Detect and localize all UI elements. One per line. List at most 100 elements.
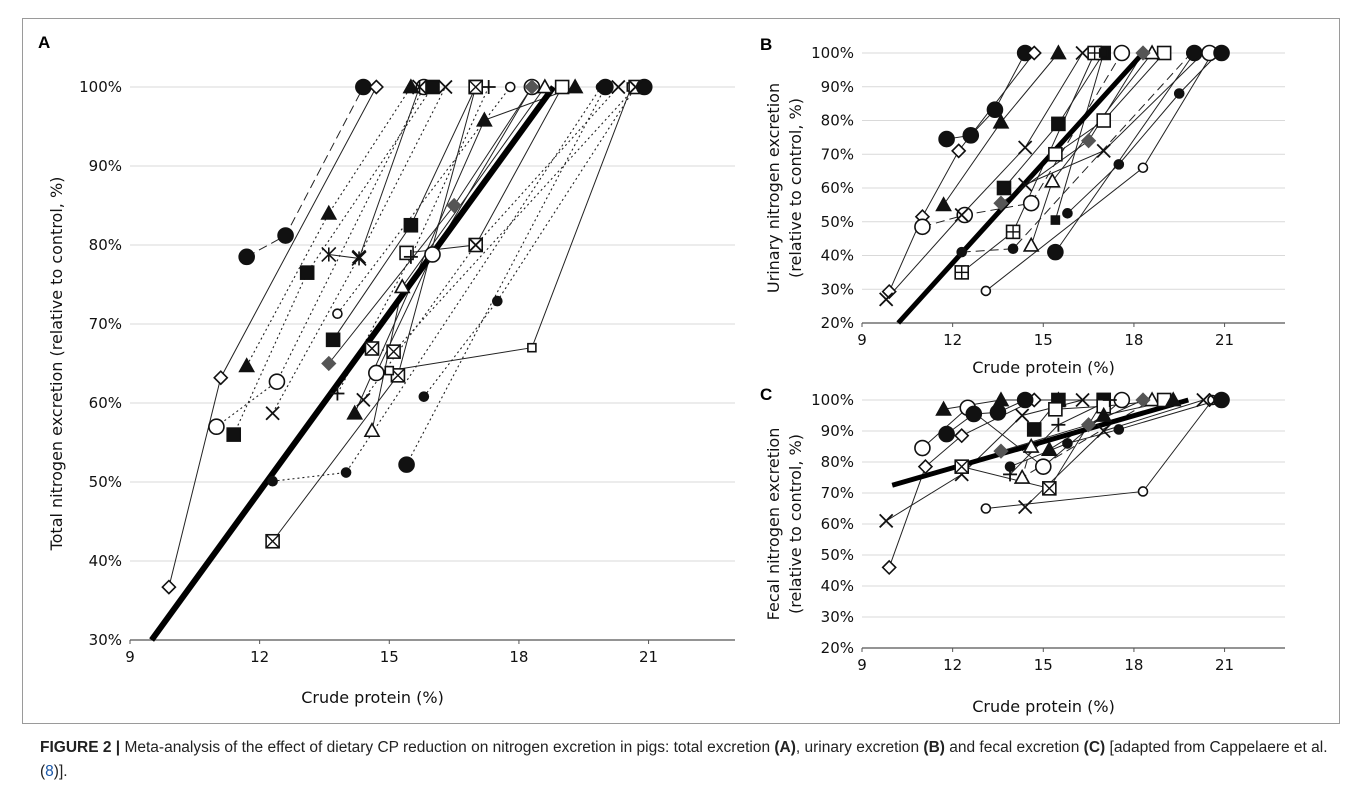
panel-b-series-13-point-1 bbox=[1005, 224, 1021, 240]
panel-c-series-5-point-1 bbox=[1042, 481, 1057, 496]
panel-c-series-0-point-0 bbox=[881, 559, 897, 576]
panel-c-y-axis-label-line-0: Fecal nitrogen excretion bbox=[764, 428, 783, 621]
panel-a-series-15-point-1 bbox=[597, 78, 614, 96]
panel-a-series-13-point-2 bbox=[566, 78, 584, 94]
panel-a-series-5-point-2-stroke-2 bbox=[438, 79, 453, 95]
panel-a-series-2-point-0 bbox=[208, 418, 225, 436]
panel-c-series-2-point-0 bbox=[914, 439, 931, 457]
panel-c-y-tick-label-2: 40% bbox=[821, 577, 854, 595]
panel-a-y-axis-label: Total nitrogen excretion (relative to co… bbox=[47, 177, 66, 552]
panel-b-series-1-point-2 bbox=[951, 143, 967, 159]
panel-b-series-14-point-0 bbox=[1018, 177, 1033, 192]
panel-a-x-tick-label-4: 21 bbox=[639, 648, 658, 666]
panel-c-series-11-point-0-box bbox=[1048, 401, 1063, 417]
panel-a-series-20-point-1-stroke-2 bbox=[386, 344, 401, 359]
panel-b-x-tick-label-2: 15 bbox=[1034, 331, 1053, 349]
panel-c-y-tick-label-7: 90% bbox=[821, 422, 854, 440]
panel-c-series-8-point-1 bbox=[1096, 423, 1111, 439]
panel-a-y-tick-label-6: 90% bbox=[89, 157, 122, 175]
panel-b-series-5-point-1 bbox=[1051, 116, 1066, 132]
panel-c-series-7-point-1 bbox=[1137, 486, 1149, 497]
panel-c-series-5-point-1-stroke-2 bbox=[1042, 481, 1057, 496]
panel-a-series-10-point-0 bbox=[368, 364, 385, 382]
panel-c-x-tick-label-3: 18 bbox=[1124, 656, 1143, 674]
panel-c-x-tick-label-1: 12 bbox=[943, 656, 962, 674]
panel-a-series-18-point-0 bbox=[356, 392, 371, 407]
panel-b-series-10-point-1 bbox=[1186, 44, 1203, 62]
panel-a-series-17-point-1-box bbox=[527, 342, 537, 353]
panel-a-series-1-line bbox=[168, 86, 377, 588]
panel-b-series-6-point-1 bbox=[1096, 113, 1112, 128]
panel-c-x-tick-label-0: 9 bbox=[857, 656, 867, 674]
panel-b-series-6-point-2 bbox=[1156, 45, 1172, 61]
panel-a-series-9-point-1 bbox=[393, 278, 411, 294]
panel-b-series-15-point-1-box bbox=[1098, 48, 1109, 58]
panel-b-series-15-line bbox=[1054, 52, 1105, 221]
panel-b-x-tick-label-4: 21 bbox=[1215, 331, 1234, 349]
panel-a-series-17-point-0 bbox=[384, 365, 395, 376]
panel-a-series-18-point-1 bbox=[468, 237, 483, 253]
panel-a-series-11-point-0-stroke-2 bbox=[265, 534, 280, 549]
panel-a-series-4-point-0 bbox=[238, 357, 256, 373]
panel-c-y-tick-label-1: 30% bbox=[821, 608, 854, 626]
panel-b-series-3-point-0 bbox=[935, 196, 952, 212]
panel-a-series-5-line bbox=[272, 86, 446, 414]
panel-b-series-4-point-1 bbox=[954, 207, 969, 223]
panel-b-series-7-point-0 bbox=[1022, 236, 1040, 252]
panel-b-series-13-point-0 bbox=[954, 265, 970, 280]
panel-b-series-1-point-3 bbox=[1026, 45, 1042, 61]
panel-b-series-15-point-1 bbox=[1098, 48, 1109, 58]
panel-a-series-20-point-1 bbox=[386, 344, 401, 359]
panel-a-series-1-point-2 bbox=[368, 79, 384, 95]
panel-a-series-7-point-0 bbox=[325, 332, 341, 348]
panel-a-series-14-point-1 bbox=[340, 467, 352, 478]
panel-b-series-8-point-2 bbox=[1135, 45, 1151, 61]
panel-a-series-11-point-1-stroke-2 bbox=[390, 368, 405, 383]
panel-b-series-6-point-1-box bbox=[1096, 113, 1112, 128]
panel-a-series-3-point-1-box bbox=[299, 265, 315, 280]
panel-b-series-7-point-1 bbox=[1043, 172, 1061, 188]
panel-a-series-4-point-2 bbox=[402, 78, 420, 94]
panel-c-series-13-point-1 bbox=[1051, 417, 1066, 432]
panel-a-y-tick-label-5: 80% bbox=[89, 236, 122, 254]
caption-reference-link[interactable]: 8 bbox=[45, 763, 54, 780]
panel-b-series-4-point-0-stroke-2 bbox=[879, 292, 894, 307]
panel-b-series-12-point-0 bbox=[980, 285, 992, 297]
panel-c-series-5-point-0 bbox=[954, 459, 970, 474]
panel-a-series-20-point-0-stroke-2 bbox=[365, 341, 379, 356]
panel-b-series-11-line bbox=[1067, 52, 1219, 214]
panel-b-series-2-point-0 bbox=[914, 218, 931, 236]
panel-c-series-4-line bbox=[946, 399, 1026, 435]
panel-a-series-17-point-0-box bbox=[384, 365, 395, 376]
panel-b-y-tick-label-5: 70% bbox=[821, 145, 854, 163]
panel-c-series-0-point-1 bbox=[917, 459, 934, 475]
panel-b-y-tick-label-0: 20% bbox=[821, 314, 854, 332]
panel-c-y-tick-label-3: 50% bbox=[821, 546, 854, 564]
panel-c-series-8-point-0-stroke-2 bbox=[1018, 499, 1033, 515]
panel-a-series-6-point-0 bbox=[321, 246, 337, 263]
panel-b-y-axis-label-line-0: Urinary nitrogen excretion bbox=[764, 83, 783, 293]
panel-a-series-9-point-2 bbox=[536, 78, 554, 94]
panel-b-series-11-point-0 bbox=[1062, 208, 1073, 219]
panel-a-series-3-point-2 bbox=[425, 79, 440, 95]
panel-b-series-9-point-0 bbox=[956, 246, 968, 258]
panel-c-y-tick-label-4: 60% bbox=[821, 515, 854, 533]
panel-a-x-tick-label-1: 12 bbox=[250, 648, 269, 666]
panel-a-series-7-point-0-box bbox=[325, 332, 341, 348]
panel-b-y-tick-label-8: 100% bbox=[811, 44, 854, 62]
panel-b-y-axis-label: Urinary nitrogen excretion (relative to c… bbox=[764, 83, 805, 293]
panel-a-series-6-point-1 bbox=[351, 250, 367, 266]
panel-c-x-axis-label: Crude protein (%) bbox=[972, 697, 1115, 716]
panel-c-series-5-point-0-stroke-2 bbox=[954, 459, 969, 474]
panel-b-series-4-point-3 bbox=[1075, 45, 1090, 61]
panel-a-regression-line bbox=[149, 85, 556, 642]
panel-a-series-0-point-2 bbox=[355, 78, 372, 96]
panel-c-regression-line bbox=[891, 397, 1190, 488]
panel-c-series-14-point-0 bbox=[1040, 440, 1058, 457]
panel-c-series-8-point-1-stroke-2 bbox=[1096, 423, 1111, 439]
panel-a-series-10-point-1 bbox=[424, 246, 441, 263]
panel-b-series-5-point-1-box bbox=[1051, 116, 1066, 132]
panel-a-series-19-point-0 bbox=[330, 386, 345, 401]
panel-b-series-9-point-1 bbox=[1007, 243, 1019, 255]
